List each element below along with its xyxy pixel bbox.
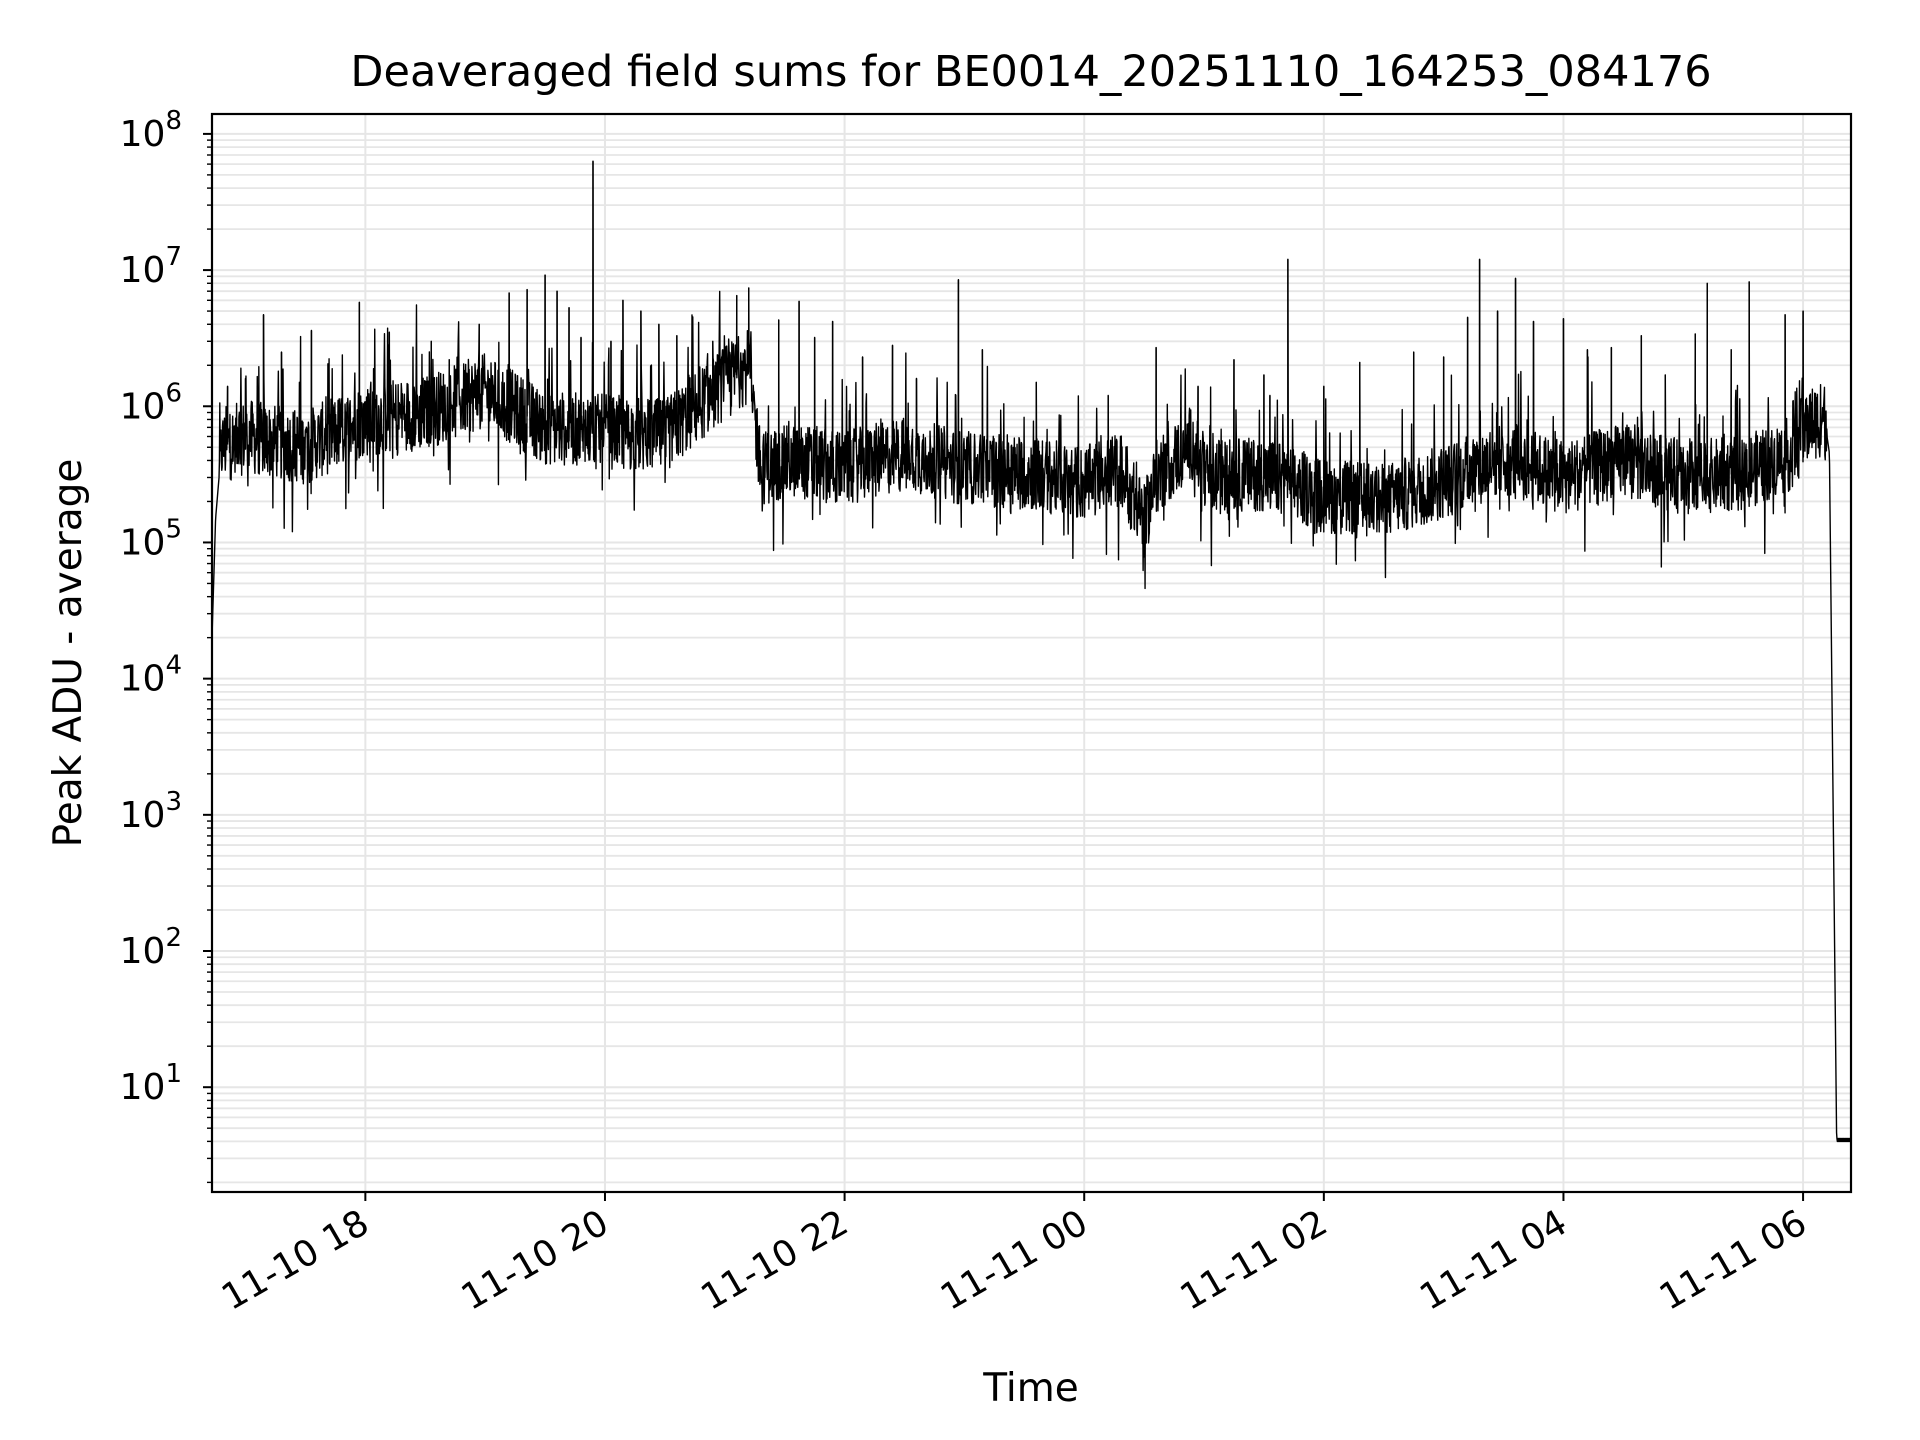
y-tick-exponent: 7: [165, 242, 182, 272]
y-tick-exponent: 4: [165, 651, 182, 681]
y-tick-base: 10: [120, 795, 166, 836]
y-tick-base: 10: [120, 1067, 166, 1108]
y-tick-exponent: 8: [165, 106, 182, 136]
y-tick-label: 107: [120, 242, 182, 291]
y-tick-base: 10: [120, 386, 166, 427]
y-tick-base: 10: [120, 114, 166, 155]
chart-title: Deaveraged field sums for BE0014_2025111…: [350, 47, 1711, 97]
plot-frame: [210, 112, 1853, 1194]
y-axis-label: Peak ADU - average: [46, 459, 91, 848]
series-line: [212, 160, 1851, 1143]
y-tick-label: 104: [120, 651, 182, 700]
y-tick-exponent: 3: [165, 787, 182, 817]
y-tick-base: 10: [120, 250, 166, 291]
grid: [212, 114, 1851, 1192]
y-tick-label: 102: [120, 923, 182, 972]
y-tick-base: 10: [120, 659, 166, 700]
y-tick-label: 105: [120, 514, 182, 563]
x-axis-label: Time: [982, 1366, 1078, 1411]
y-tick-base: 10: [120, 931, 166, 972]
y-tick-exponent: 5: [165, 514, 182, 544]
series-layer: [212, 160, 1851, 1143]
y-tick-label: 106: [120, 378, 182, 427]
y-tick-label: 108: [120, 106, 182, 155]
y-tick-label: 101: [120, 1059, 182, 1108]
y-tick-exponent: 2: [165, 923, 182, 953]
y-tick-exponent: 6: [165, 378, 182, 408]
y-tick-label: 103: [120, 787, 182, 836]
y-tick-exponent: 1: [165, 1059, 182, 1089]
y-tick-base: 10: [120, 522, 166, 563]
